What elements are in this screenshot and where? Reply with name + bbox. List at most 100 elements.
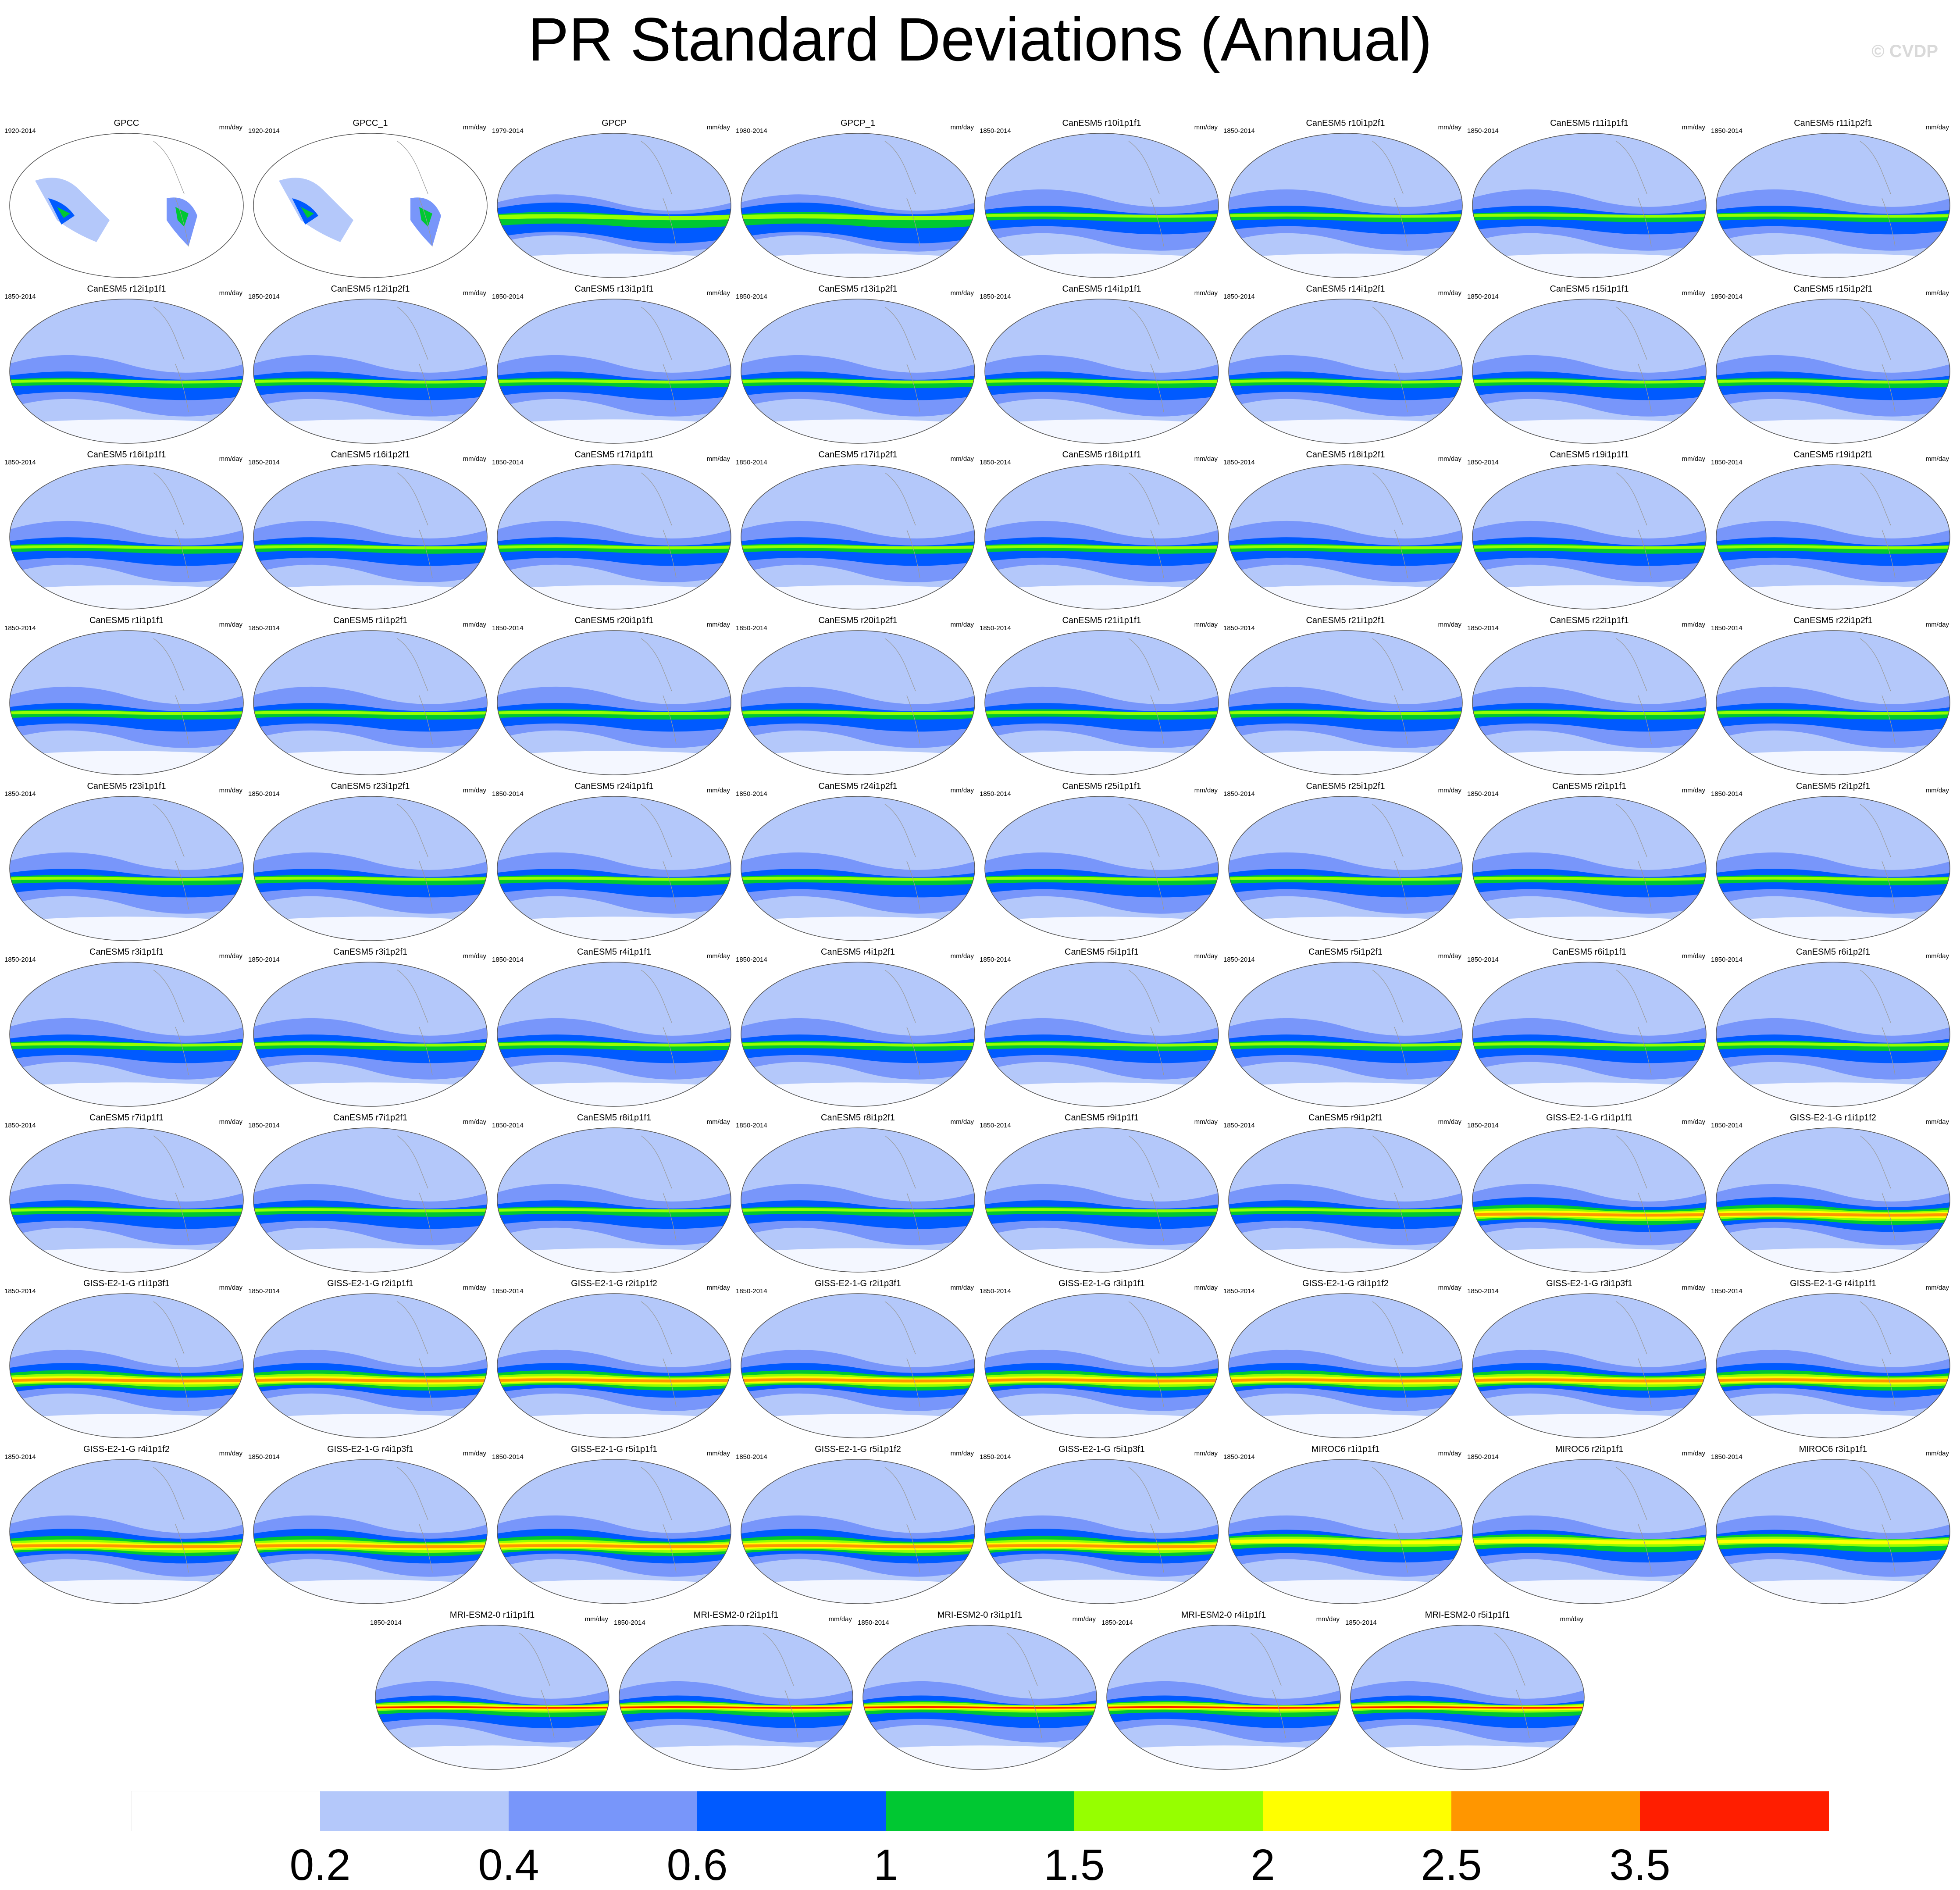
panel-units: mm/day	[706, 1450, 730, 1457]
map-panel: 1850-2014 CanESM5 r2i1p2f1 mm/day	[1711, 777, 1955, 942]
panel-units: mm/day	[706, 124, 730, 131]
precip-stddev-map	[1472, 1293, 1707, 1438]
panel-title: CanESM5 r6i1p1f1	[1552, 947, 1626, 957]
panel-period: 1850-2014	[1223, 459, 1255, 466]
map-panel: 1850-2014 CanESM5 r19i1p1f1 mm/day	[1467, 446, 1711, 610]
panel-period: 1850-2014	[614, 1619, 645, 1626]
panel-units: mm/day	[1682, 1450, 1705, 1457]
panel-period: 1850-2014	[1711, 459, 1743, 466]
precip-stddev-map	[741, 1293, 975, 1438]
precip-stddev-map	[253, 796, 488, 941]
precip-stddev-map	[497, 630, 731, 775]
precip-stddev-map	[9, 299, 244, 444]
panel-title: CanESM5 r5i1p1f1	[1065, 947, 1139, 957]
panel-period: 1850-2014	[492, 624, 524, 632]
panel-units: mm/day	[1438, 289, 1461, 297]
precip-stddev-map	[984, 1127, 1219, 1273]
panel-period: 1850-2014	[1223, 956, 1255, 963]
precip-stddev-map	[741, 630, 975, 775]
panel-units: mm/day	[1925, 621, 1949, 628]
panel-units: mm/day	[219, 1450, 242, 1457]
panel-period: 1850-2014	[1711, 293, 1743, 300]
panel-title: GPCC	[114, 118, 139, 128]
panel-period: 1850-2014	[1711, 790, 1743, 798]
panel-units: mm/day	[1194, 621, 1218, 628]
panel-units: mm/day	[1194, 124, 1218, 131]
colorbar-segment	[509, 1791, 698, 1831]
panel-title: CanESM5 r7i1p2f1	[333, 1113, 407, 1123]
precip-stddev-map	[1472, 796, 1707, 941]
panel-units: mm/day	[1682, 289, 1705, 297]
panel-units: mm/day	[1194, 1450, 1218, 1457]
panel-period: 1850-2014	[1467, 956, 1499, 963]
panel-units: mm/day	[1682, 124, 1705, 131]
panel-units: mm/day	[463, 124, 486, 131]
panel-title: GISS-E2-1-G r2i1p1f2	[571, 1279, 657, 1288]
panel-title: CanESM5 r18i1p1f1	[1062, 450, 1141, 460]
map-panel: 1980-2014 GPCP_1 mm/day	[736, 114, 980, 279]
precip-stddev-map	[1228, 630, 1463, 775]
precip-stddev-map	[1472, 133, 1707, 278]
panel-units: mm/day	[219, 289, 242, 297]
panel-title: CanESM5 r8i1p1f1	[577, 1113, 651, 1123]
panel-title: GISS-E2-1-G r5i1p1f1	[571, 1444, 657, 1454]
colorbar-segment	[886, 1791, 1075, 1831]
map-panel: 1850-2014 CanESM5 r16i1p1f1 mm/day	[4, 446, 249, 610]
panel-period: 1850-2014	[736, 293, 767, 300]
precip-stddev-map	[253, 1127, 488, 1273]
panel-units: mm/day	[950, 1284, 974, 1291]
colorbar-segment	[1451, 1791, 1640, 1831]
panel-title: CanESM5 r4i1p2f1	[821, 947, 895, 957]
panel-title: CanESM5 r25i1p2f1	[1306, 781, 1385, 791]
panel-units: mm/day	[1925, 1118, 1949, 1126]
panel-title: CanESM5 r22i1p1f1	[1550, 616, 1629, 625]
panel-title: GISS-E2-1-G r2i1p1f1	[327, 1279, 413, 1288]
panel-units: mm/day	[1682, 621, 1705, 628]
map-panel: 1920-2014 GPCC mm/day	[4, 114, 249, 279]
panel-units: mm/day	[219, 621, 242, 628]
panel-period: 1850-2014	[736, 459, 767, 466]
colorbar-tick-label: 3.5	[1609, 1840, 1671, 1890]
panel-period: 1850-2014	[1223, 790, 1255, 798]
panel-title: CanESM5 r16i1p2f1	[331, 450, 410, 460]
map-panel: 1850-2014 CanESM5 r6i1p1f1 mm/day	[1467, 943, 1711, 1108]
precip-stddev-map	[1716, 1293, 1950, 1438]
panel-units: mm/day	[706, 455, 730, 463]
map-panel: 1850-2014 CanESM5 r11i1p1f1 mm/day	[1467, 114, 1711, 279]
panel-title: GISS-E2-1-G r3i1p1f2	[1302, 1279, 1389, 1288]
precip-stddev-map	[1716, 630, 1950, 775]
panel-period: 1850-2014	[980, 790, 1011, 798]
panel-units: mm/day	[1194, 1284, 1218, 1291]
panel-period: 1850-2014	[980, 624, 1011, 632]
precip-stddev-map	[253, 630, 488, 775]
panel-title: MRI-ESM2-0 r2i1p1f1	[693, 1610, 779, 1620]
panel-period: 1850-2014	[980, 127, 1011, 135]
page-title: PR Standard Deviations (Annual)	[527, 5, 1433, 74]
panel-units: mm/day	[1925, 1450, 1949, 1457]
panel-units: mm/day	[1925, 952, 1949, 960]
panel-title: CanESM5 r1i1p2f1	[333, 616, 407, 625]
panel-period: 1850-2014	[4, 1453, 36, 1461]
panel-period: 1850-2014	[1467, 127, 1499, 135]
panel-units: mm/day	[1194, 787, 1218, 794]
panel-period: 1850-2014	[1223, 293, 1255, 300]
map-panel: 1850-2014 GISS-E2-1-G r5i1p1f1 mm/day	[492, 1440, 736, 1605]
panel-period: 1850-2014	[1223, 127, 1255, 135]
map-panel: 1850-2014 GISS-E2-1-G r1i1p1f1 mm/day	[1467, 1109, 1711, 1273]
precip-stddev-map	[1350, 1625, 1585, 1770]
precip-stddev-map	[1716, 464, 1950, 610]
map-panel: 1850-2014 MRI-ESM2-0 r3i1p1f1 mm/day	[858, 1606, 1102, 1771]
colorbar	[131, 1791, 1829, 1831]
panel-period: 1850-2014	[4, 624, 36, 632]
precip-stddev-map	[497, 1127, 731, 1273]
colorbar-tick-label: 0.2	[289, 1840, 351, 1890]
panel-title: MRI-ESM2-0 r4i1p1f1	[1181, 1610, 1266, 1620]
precip-stddev-map	[984, 1293, 1219, 1438]
map-panel: 1850-2014 CanESM5 r22i1p2f1 mm/day	[1711, 611, 1955, 776]
panel-title: CanESM5 r25i1p1f1	[1062, 781, 1141, 791]
map-panel: 1850-2014 CanESM5 r15i1p1f1 mm/day	[1467, 280, 1711, 445]
panel-units: mm/day	[1682, 952, 1705, 960]
map-panel: 1850-2014 MRI-ESM2-0 r5i1p1f1 mm/day	[1345, 1606, 1589, 1771]
map-panel: 1850-2014 CanESM5 r11i1p2f1 mm/day	[1711, 114, 1955, 279]
colorbar-tick-label: 2.5	[1421, 1840, 1482, 1890]
